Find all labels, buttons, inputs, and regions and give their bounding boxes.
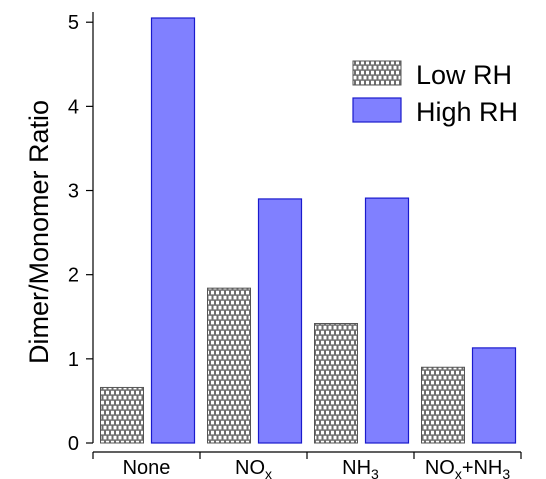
- legend: Low RH High RH: [352, 60, 518, 127]
- category-label-0: None: [123, 457, 171, 479]
- y-tick-label-1: 1: [68, 349, 79, 371]
- y-tick-label-4: 4: [68, 96, 79, 118]
- y-tick-labels: 0 1 2 3 4 5: [68, 12, 79, 455]
- category-labels: None NOx NH3 NOx+NH3: [123, 457, 511, 479]
- bar-high-rh-nox: [257, 198, 303, 444]
- bar-high-rh-none: [150, 17, 196, 444]
- legend-swatch-high-rh: [352, 97, 402, 123]
- legend-label-low-rh: Low RH: [416, 60, 512, 90]
- y-axis-label: Dimer/Monomer Ratio: [24, 100, 54, 364]
- category-label-3: NOx+NH3: [425, 457, 511, 479]
- legend-label-high-rh: High RH: [416, 97, 518, 127]
- y-tick-label-2: 2: [68, 265, 79, 287]
- bar-high-rh-nox-nh3: [471, 347, 517, 444]
- y-tick-label-5: 5: [68, 12, 79, 34]
- bar-low-rh-nh3: [314, 322, 358, 444]
- bar-high-rh-nh3: [364, 197, 410, 444]
- y-tick-label-3: 3: [68, 181, 79, 203]
- bar-low-rh-nox-nh3: [421, 366, 465, 444]
- bar-low-rh-nox: [207, 287, 251, 444]
- category-label-2: NH3: [342, 457, 379, 479]
- legend-swatch-low-rh: [352, 60, 402, 86]
- bar-low-rh-none: [100, 386, 144, 444]
- axes: [86, 12, 522, 459]
- bars: [100, 17, 517, 444]
- y-tick-label-0: 0: [68, 433, 79, 455]
- category-label-1: NOx: [235, 457, 272, 479]
